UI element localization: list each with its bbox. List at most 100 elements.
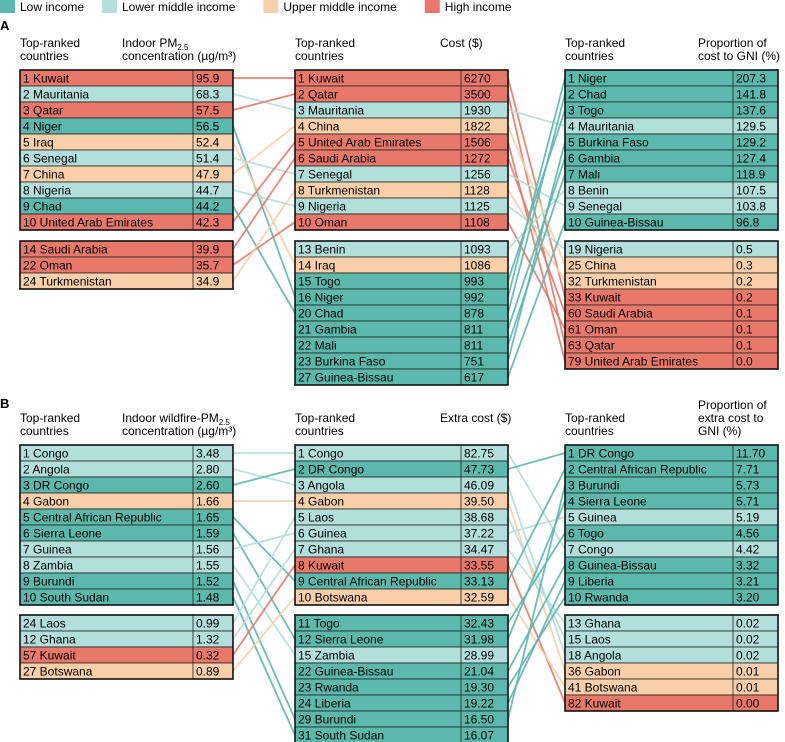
- value-label: 0.2: [736, 275, 753, 289]
- country-label: 7 Mali: [568, 168, 600, 182]
- country-label: 6 Saudi Arabia: [298, 152, 376, 166]
- table-row: 4 Mauritania 129.5: [564, 117, 779, 135]
- country-label: 24 Laos: [23, 617, 66, 631]
- column-header-value: concentration (µg/m³): [122, 49, 236, 63]
- legend-label: High income: [445, 0, 512, 14]
- country-label: 18 Angola: [568, 649, 622, 663]
- table-row: 22 Guinea-Bissau 21.04: [294, 662, 509, 680]
- country-label: 3 DR Congo: [23, 479, 89, 493]
- country-label: 12 Sierra Leone: [298, 633, 384, 647]
- value-label: 19.22: [464, 697, 494, 711]
- country-label: 4 Gabon: [23, 495, 69, 509]
- country-label: 9 Burundi: [23, 575, 74, 589]
- block-border: [564, 240, 779, 370]
- country-label: 3 Qatar: [23, 104, 63, 118]
- table-row: 10 United Arab Emirates 42.3: [19, 213, 234, 231]
- legend-swatch: [424, 0, 440, 13]
- legend: Low income Lower middle income Upper middl…: [0, 0, 512, 14]
- connector-dr-congo: [507, 452, 566, 470]
- value-label: 0.01: [736, 681, 760, 695]
- country-label: 22 Guinea-Bissau: [298, 665, 393, 679]
- table-row: 21 Gambia 811: [294, 320, 509, 338]
- table-row: 8 Nigeria 44.7: [19, 181, 234, 199]
- table-row: 27 Botswana 0.89: [19, 662, 234, 680]
- connector-guinea-bissau: [507, 564, 566, 672]
- country-label: 6 Senegal: [23, 152, 77, 166]
- value-label: 751: [464, 355, 484, 369]
- value-label: 47.9: [196, 168, 220, 182]
- value-label: 0.89: [196, 665, 220, 679]
- bottom-block: 14 Saudi Arabia 39.922 Oman 35.724 Turkmen…: [19, 240, 234, 290]
- connector-dr-congo: [232, 468, 296, 486]
- subscript: 2.5: [177, 43, 189, 52]
- connector-kuwait: [232, 564, 296, 656]
- country-label: 1 Kuwait: [23, 72, 70, 86]
- connector-kuwait: [507, 564, 566, 704]
- country-label: 1 DR Congo: [568, 447, 634, 461]
- value-label: 82.75: [464, 447, 494, 461]
- connector-togo: [507, 532, 566, 624]
- block-border: [19, 69, 234, 231]
- table-row: 10 Botswana 32.59: [294, 588, 509, 606]
- country-label: 9 Central African Republic: [298, 575, 437, 589]
- country-label: 24 Liberia: [298, 697, 351, 711]
- value-label: 5.19: [736, 511, 760, 525]
- value-label: 37.22: [464, 527, 494, 541]
- country-label: 3 Angola: [298, 479, 345, 493]
- country-label: 4 Gabon: [298, 495, 344, 509]
- country-label: 61 Oman: [568, 323, 617, 337]
- connector-botswana: [232, 596, 296, 672]
- column-header-value: Proportion of: [698, 398, 767, 412]
- value-label: 42.3: [196, 216, 220, 230]
- table-row: 20 Chad 878: [294, 304, 509, 322]
- country-label: 11 Togo: [298, 617, 340, 631]
- connector-turkmenistan: [232, 189, 296, 282]
- value-label: 141.8: [736, 88, 766, 102]
- value-label: 39.50: [464, 495, 494, 509]
- table-row: 2 Qatar 3500: [294, 85, 509, 103]
- country-label: 4 Sierra Leone: [568, 495, 647, 509]
- panel-label: B: [0, 396, 9, 411]
- country-label: 7 Guinea: [23, 543, 72, 557]
- value-label: 1930: [464, 104, 491, 118]
- connector-burundi: [507, 484, 566, 720]
- value-label: 0.01: [736, 665, 760, 679]
- table-row: 4 Gabon 39.50: [294, 492, 509, 510]
- value-label: 1256: [464, 168, 491, 182]
- country-label: 3 Togo: [568, 104, 604, 118]
- country-label: 15 Zambia: [298, 649, 355, 663]
- legend-label: Low income: [20, 0, 84, 14]
- value-label: 5.73: [736, 479, 760, 493]
- connector-togo: [507, 109, 566, 282]
- country-label: 15 Laos: [568, 633, 611, 647]
- table-row: 8 Guinea-Bissau 3.32: [564, 556, 779, 574]
- country-label: 13 Ghana: [568, 617, 621, 631]
- table-row: 63 Qatar 0.1: [564, 336, 779, 354]
- country-label: 8 Turkmenistan: [298, 184, 380, 198]
- country-label: 60 Saudi Arabia: [568, 307, 653, 321]
- connector-china: [232, 125, 296, 175]
- value-label: 33.55: [464, 559, 494, 573]
- table-row: 24 Liberia 19.22: [294, 694, 509, 712]
- value-label: 32.43: [464, 617, 494, 631]
- table-row: 2 Angola 2.80: [19, 460, 234, 478]
- table-row: 60 Saudi Arabia 0.1: [564, 304, 779, 322]
- column-header-value: concentration (µg/m³): [122, 424, 236, 438]
- value-label: 34.47: [464, 543, 494, 557]
- table-row: 13 Ghana 0.02: [564, 614, 779, 632]
- table-row: 31 South Sudan 16.07: [294, 726, 509, 742]
- value-label: 1108: [464, 216, 490, 230]
- value-label: 33.13: [464, 575, 494, 589]
- table-row: 5 Central African Republic 1.65: [19, 508, 234, 526]
- country-label: 82 Kuwait: [568, 697, 621, 711]
- block-border: [294, 444, 509, 606]
- table-row: 7 China 47.9: [19, 165, 234, 183]
- table-row: 33 Kuwait 0.2: [564, 288, 779, 306]
- block-border: [564, 69, 779, 231]
- country-label: 15 Togo: [298, 275, 341, 289]
